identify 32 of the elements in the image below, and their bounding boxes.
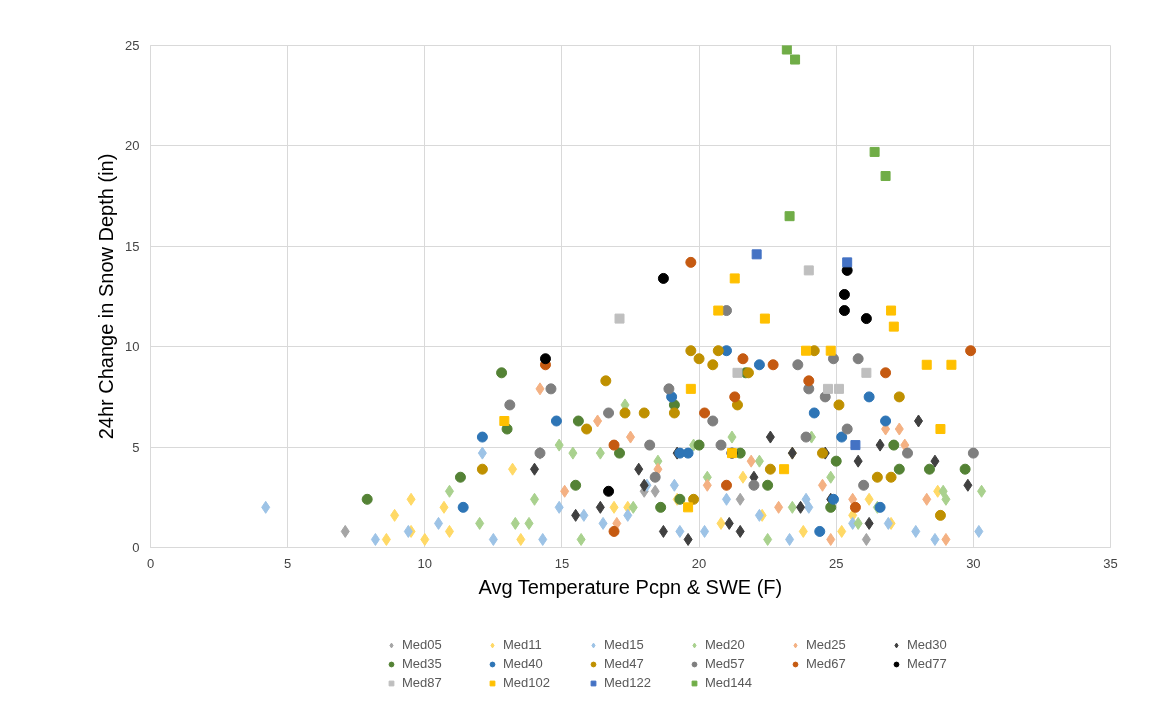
- legend-label: Med67: [806, 656, 847, 671]
- legend-label: Med35: [402, 656, 443, 671]
- legend-label: Med77: [907, 656, 948, 671]
- y-axis-title: 24hr Change in Snow Depth (in): [95, 153, 118, 440]
- legend-label: Med144: [705, 675, 753, 690]
- x-tick-label: 5: [284, 555, 292, 571]
- x-tick-label: 20: [691, 555, 707, 571]
- x-tick-label: 30: [966, 555, 981, 571]
- legend-label: Med25: [806, 637, 847, 652]
- legend-label: Med20: [705, 637, 746, 652]
- legend-label: Med40: [503, 656, 544, 671]
- x-tick-label: 15: [554, 555, 570, 571]
- legend-label: Med30: [907, 637, 948, 652]
- x-tick-label: 35: [1103, 555, 1118, 571]
- legend-label: Med11: [503, 637, 543, 652]
- legend-label: Med47: [604, 656, 645, 671]
- x-tick-label: 25: [828, 555, 844, 571]
- y-tick-label: 10: [125, 339, 140, 355]
- y-tick-label: 15: [125, 238, 140, 254]
- legend-label: Med122: [604, 675, 652, 690]
- y-tick-label: 25: [125, 38, 140, 53]
- legend-label: Med05: [402, 637, 443, 652]
- y-tick-label: 20: [125, 138, 140, 154]
- legend-label: Med57: [705, 656, 746, 671]
- x-tick-label: 10: [417, 555, 433, 571]
- y-tick-label: 0: [132, 540, 140, 555]
- x-axis-title: Avg Temperature Pcpn & SWE (F): [478, 575, 783, 598]
- x-tick-label: 0: [146, 555, 155, 571]
- legend-label: Med15: [604, 637, 645, 652]
- legend-label: Med102: [503, 675, 551, 690]
- legend-label: Med87: [402, 675, 443, 690]
- y-tick-label: 5: [132, 439, 140, 455]
